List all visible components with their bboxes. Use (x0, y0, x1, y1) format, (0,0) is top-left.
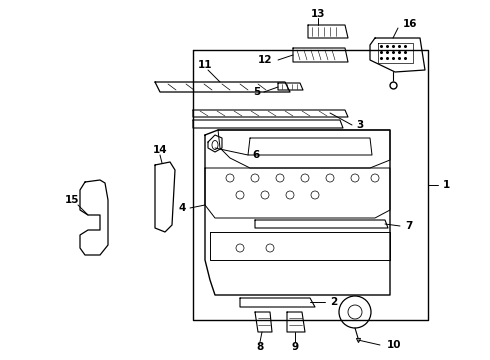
Text: 9: 9 (292, 342, 298, 352)
Text: 10: 10 (387, 340, 401, 350)
Text: 3: 3 (356, 120, 363, 130)
Text: 8: 8 (256, 342, 264, 352)
Text: 2: 2 (330, 297, 337, 307)
Text: 4: 4 (179, 203, 186, 213)
Text: 16: 16 (403, 19, 417, 29)
Text: 11: 11 (198, 60, 212, 70)
Text: 7: 7 (405, 221, 413, 231)
Text: 15: 15 (65, 195, 79, 205)
Text: 14: 14 (153, 145, 167, 155)
Text: 6: 6 (252, 150, 259, 160)
Text: 5: 5 (253, 87, 260, 97)
Text: 13: 13 (311, 9, 325, 19)
Text: 1: 1 (443, 180, 450, 190)
Text: 12: 12 (258, 55, 272, 65)
